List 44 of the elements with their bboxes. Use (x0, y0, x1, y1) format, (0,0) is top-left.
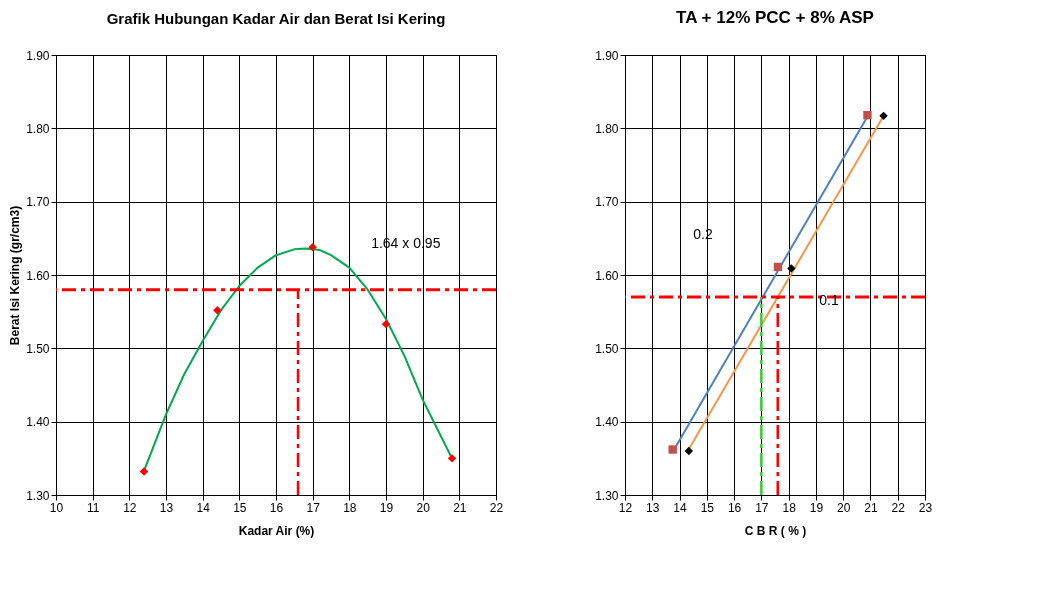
y-tick-label: 1.60 (595, 268, 619, 283)
chart-title: Grafik Hubungan Kadar Air dan Berat Isi Kering (106, 10, 446, 27)
chart-title: TA + 12% PCC + 8% ASP (676, 8, 874, 27)
x-tick-label: 14 (196, 500, 211, 515)
x-tick-label: 22 (489, 500, 504, 515)
y-tick-label: 1.50 (595, 341, 619, 356)
y-tick-label: 1.30 (595, 488, 619, 503)
y-tick-label: 1.70 (26, 195, 50, 210)
x-tick-label: 13 (159, 500, 174, 515)
y-tick-label: 1.90 (26, 48, 50, 63)
y-tick-label: 1.60 (26, 268, 50, 283)
x-tick-label: 19 (379, 500, 394, 515)
x-axis-title: Kadar Air (%) (238, 523, 315, 538)
y-tick-label: 1.80 (26, 121, 50, 136)
x-tick-label: 16 (269, 500, 284, 515)
x-tick-label: 17 (306, 500, 321, 515)
x-tick-label: 17 (755, 500, 769, 515)
x-axis-title: C B R ( % ) (744, 523, 807, 538)
x-tick-label: 20 (837, 500, 851, 515)
y-tick-label: 1.50 (26, 341, 50, 356)
y-axis-title: Berat Isi Kering (gr/cm3) (8, 205, 23, 346)
y-tick-label: 1.30 (26, 488, 50, 503)
x-tick-label: 23 (918, 500, 933, 515)
x-tick-label: 21 (864, 500, 878, 515)
x-tick-label: 21 (453, 500, 467, 515)
x-tick-label: 15 (233, 500, 247, 515)
x-tick-label: 10 (49, 500, 64, 515)
x-tick-label: 15 (700, 500, 715, 515)
y-tick-label: 1.40 (595, 415, 619, 430)
x-tick-label: 12 (618, 500, 633, 515)
x-tick-label: 22 (891, 500, 906, 515)
y-tick-label: 1.40 (26, 415, 50, 430)
x-tick-label: 20 (416, 500, 431, 515)
y-tick-label: 1.80 (595, 121, 619, 136)
x-tick-label: 16 (727, 500, 742, 515)
y-tick-label: 1.70 (595, 195, 619, 210)
x-tick-label: 18 (782, 500, 797, 515)
y-tick-label: 1.90 (595, 48, 619, 63)
x-tick-label: 19 (809, 500, 824, 515)
x-tick-label: 12 (123, 500, 137, 515)
x-tick-label: 18 (343, 500, 357, 515)
x-tick-label: 14 (673, 500, 688, 515)
x-tick-label: 13 (646, 500, 660, 515)
x-tick-label: 11 (86, 500, 100, 515)
